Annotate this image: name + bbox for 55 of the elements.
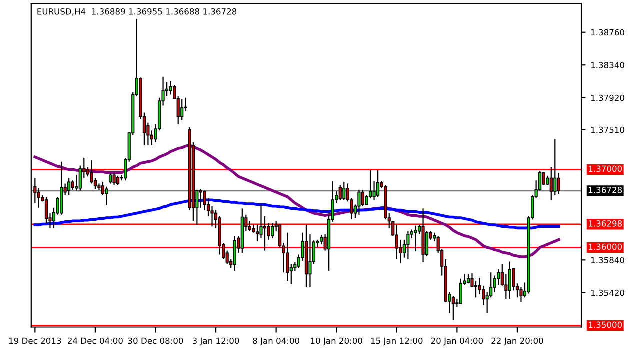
ref-line-label: 1.36000: [589, 244, 622, 250]
x-tick-label: 10 Jan 20:00: [311, 338, 362, 346]
ref-line-label: 1.37000: [589, 166, 622, 172]
candlestick: [466, 274, 470, 284]
ref-line-label: 1.36728: [589, 187, 622, 194]
candlestick: [406, 230, 410, 260]
candlestick: [286, 232, 290, 282]
candlestick: [169, 80, 172, 96]
ref-line-label: 1.35000: [589, 322, 622, 328]
candlestick: [414, 225, 418, 252]
x-tick-label: 19 Dec 2013: [9, 338, 62, 344]
candlestick: [376, 170, 380, 198]
candlestick: [520, 286, 523, 303]
candlestick: [550, 166, 553, 201]
candlestick: [256, 224, 260, 242]
candlestick: [248, 220, 252, 232]
candlestick: [358, 189, 361, 216]
ref-line-label: 1.36298: [589, 220, 622, 227]
candlestick: [459, 278, 462, 304]
y-tick-label: 1.38760: [591, 29, 624, 36]
candlestick: [271, 222, 274, 239]
text: EURUSD,H4 1.36889 1.36955 1.36688 1.36728: [38, 8, 237, 16]
candlestick: [180, 98, 184, 122]
candlestick: [361, 189, 365, 207]
candlestick: [116, 175, 120, 186]
candlestick: [105, 186, 108, 206]
candlestick: [508, 261, 512, 300]
candlestick: [112, 173, 116, 186]
candlestick: [68, 178, 71, 196]
candlestick: [308, 234, 312, 288]
y-tick-label: 1.35420: [591, 290, 624, 296]
x-tick-label: 15 Jan 12:00: [371, 338, 423, 346]
x-tick-label: 20 Jan 04:00: [431, 338, 484, 346]
candlestick: [44, 196, 48, 224]
x-tick-label: 3 Jan 12:00: [192, 338, 240, 346]
y-tick-label: 1.37510: [591, 126, 624, 134]
candlestick: [263, 216, 267, 252]
candlestick: [37, 188, 40, 208]
candlestick: [108, 173, 112, 184]
candlestick: [474, 280, 478, 298]
candlestick: [90, 160, 94, 184]
candlestick: [342, 182, 346, 201]
x-tick-label: 8 Jan 04:00: [253, 338, 300, 346]
candlestick: [395, 224, 398, 260]
candlestick: [338, 184, 342, 201]
y-tick-label: 1.38340: [591, 62, 624, 68]
x-tick-label: 24 Dec 04:00: [68, 338, 123, 344]
candlestick: [557, 172, 560, 195]
candlestick: [452, 295, 455, 321]
y-tick-label: 1.35840: [591, 257, 624, 264]
x-tick-label: 30 Dec 08:00: [128, 338, 184, 344]
candlestick: [320, 234, 324, 246]
candlestick: [554, 138, 557, 196]
x-tick-label: 22 Jan 20:00: [492, 338, 544, 346]
y-tick-label: 1.37920: [591, 94, 624, 102]
